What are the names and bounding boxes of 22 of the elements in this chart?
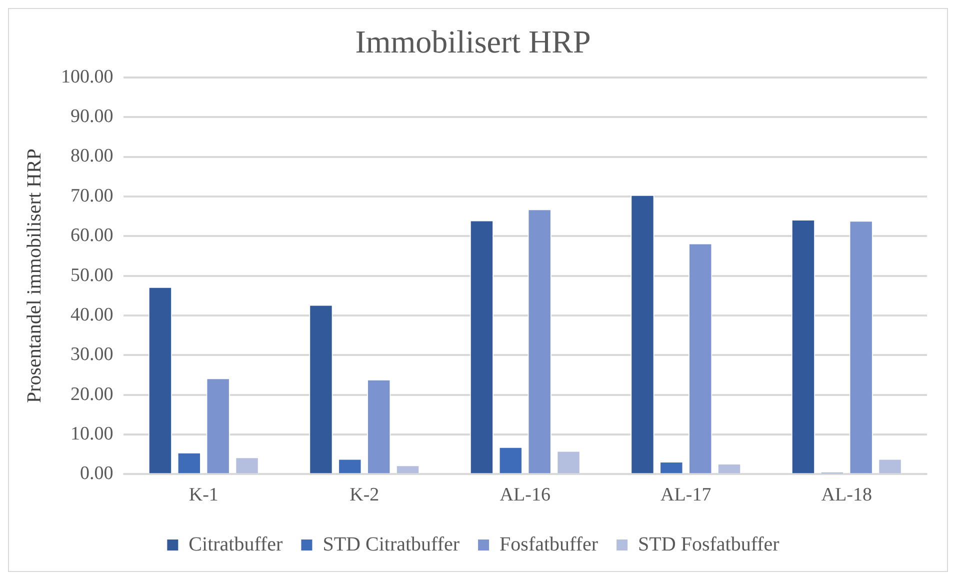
legend-label: Citratbuffer [188,533,284,556]
x-tick-label: K-2 [350,484,380,506]
x-tick-label: AL-17 [660,484,712,506]
x-tick-label: K-1 [188,484,218,506]
y-tick-label: 30.00 [70,344,114,366]
x-tick-label: AL-16 [500,484,550,506]
y-tick-label: 60.00 [70,225,114,246]
y-tick-label: 0.00 [80,463,114,484]
y-tick-label: 10.00 [70,424,114,445]
y-tick-label: 40.00 [70,304,114,326]
y-tick-label: 20.00 [70,384,114,405]
y-tick-label: 90.00 [70,106,114,128]
y-tick-label: 50.00 [70,264,114,286]
legend-label: Fosfatbuffer [500,533,598,556]
y-tick-label: 70.00 [70,185,114,206]
y-axis-title: Prosentandel immobilisert HRP [23,148,46,404]
x-tick-label: AL-18 [821,484,872,506]
legend-label: STD Fosfatbuffer [638,533,780,556]
chart-title: Immobilisert HRP [355,24,591,60]
y-tick-label: 80.00 [70,146,114,167]
legend-label: STD Citratbuffer [322,533,460,556]
y-tick-label: 100.00 [61,66,114,88]
